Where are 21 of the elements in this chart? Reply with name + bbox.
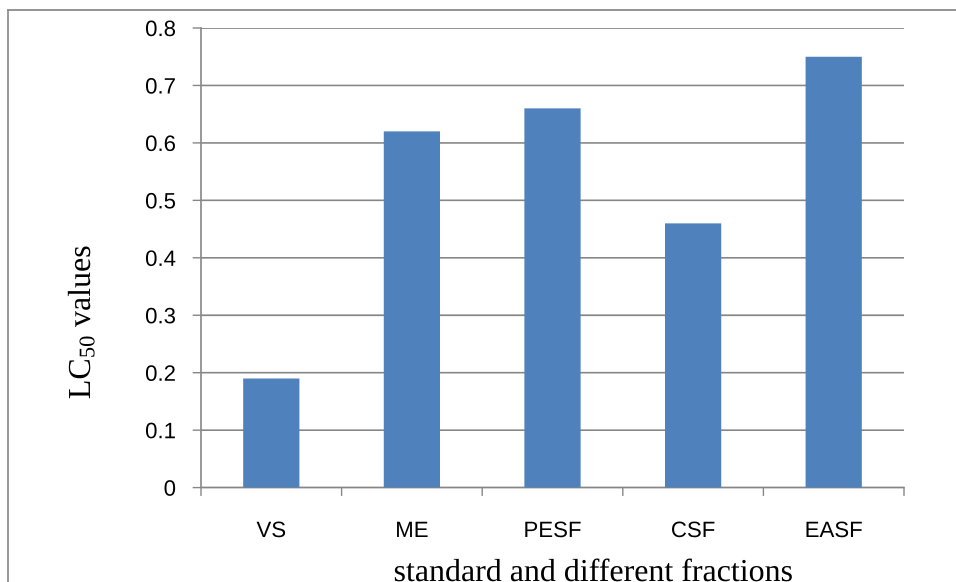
- y-tick-label: 0: [164, 480, 176, 496]
- y-tick-label: 0.8: [146, 20, 176, 36]
- bar: [806, 56, 862, 488]
- y-tick-label: 0.3: [146, 308, 176, 324]
- bar: [524, 108, 581, 488]
- x-tick-label: VS: [256, 522, 286, 538]
- y-tick-label: 0.7: [146, 78, 175, 94]
- y-axis-title: LC$_{50}$ values: [68, 246, 95, 398]
- bar: [243, 378, 300, 488]
- y-tick-label: 0.4: [146, 250, 176, 266]
- x-tick-label: PESF: [525, 522, 581, 538]
- x-tick-label: CSF: [672, 522, 714, 538]
- y-tick-label: 0.1: [146, 422, 175, 438]
- y-tick-label: 0.5: [146, 192, 176, 209]
- bar: [384, 131, 440, 488]
- x-tick-label: EASF: [806, 522, 862, 538]
- x-tick-label: ME: [397, 522, 428, 538]
- x-axis-title: standard and different fractions: [394, 558, 792, 582]
- y-tick-label: 0.6: [146, 135, 176, 152]
- y-tick-label: 0.2: [146, 365, 175, 381]
- bar: [664, 223, 722, 488]
